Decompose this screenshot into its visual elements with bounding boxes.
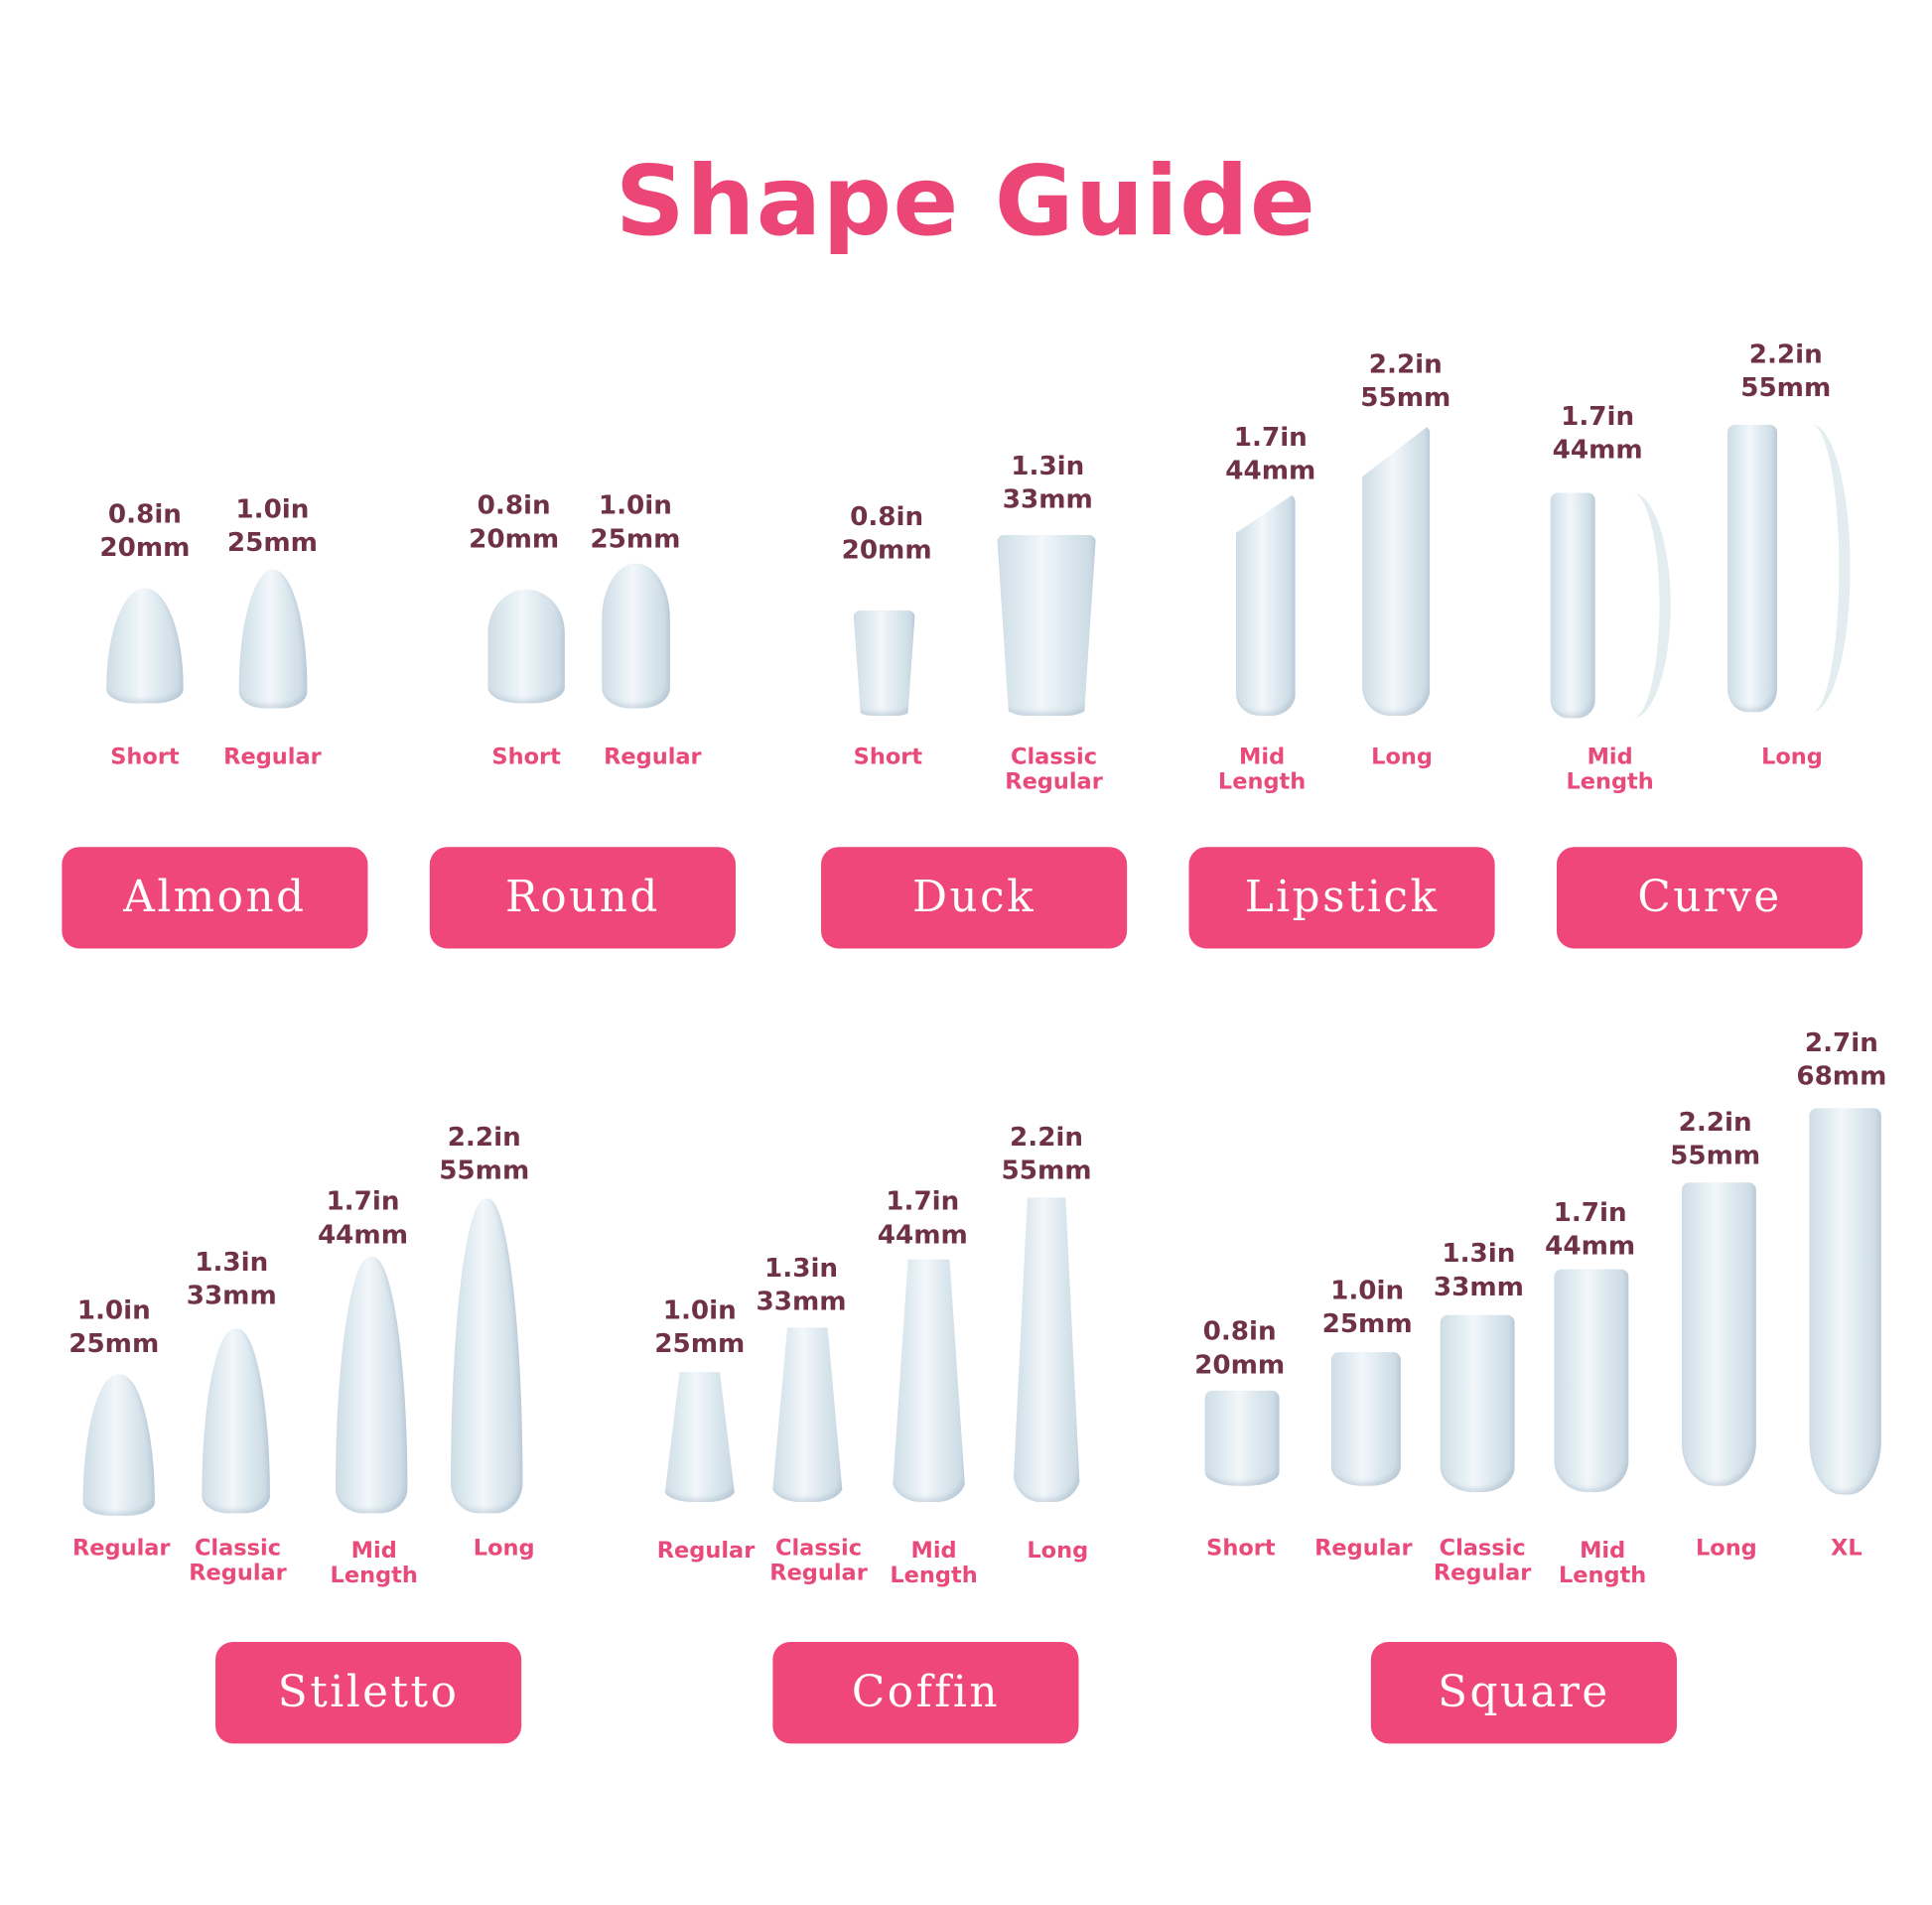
square-length-label: Long <box>1695 1535 1757 1562</box>
lipstick-length-label: Long <box>1371 744 1433 770</box>
coffin-nail-shape <box>663 1372 736 1503</box>
lipstick-size-label: 2.2in 55mm <box>1360 348 1451 413</box>
shape-button-curve[interactable]: Curve <box>1556 847 1863 949</box>
shape-button-lipstick[interactable]: Lipstick <box>1188 847 1495 949</box>
lipstick-nail-shape <box>1235 492 1296 716</box>
stiletto-size-label: 1.3in 33mm <box>186 1247 277 1310</box>
page-title: Shape Guide <box>615 146 1317 258</box>
round-size-label: 1.0in 25mm <box>590 489 681 554</box>
shape-button-coffin[interactable]: Coffin <box>772 1642 1079 1744</box>
curve-size-label: 2.2in 55mm <box>1740 339 1832 403</box>
stiletto-size-label: 2.2in 55mm <box>439 1122 530 1185</box>
lipstick-nail-shape <box>1361 424 1431 716</box>
stiletto-nail-shape <box>82 1374 155 1516</box>
stiletto-nail-shape <box>201 1328 270 1514</box>
square-length-label: XL <box>1831 1535 1863 1562</box>
square-length-label: Short <box>1206 1535 1276 1562</box>
coffin-size-label: 1.3in 33mm <box>756 1253 847 1316</box>
coffin-size-label: 1.0in 25mm <box>654 1294 746 1359</box>
round-nail-shape <box>601 563 670 709</box>
stiletto-nail-shape <box>336 1257 408 1514</box>
square-nail-shape <box>1809 1108 1881 1495</box>
coffin-nail-shape <box>1012 1197 1081 1503</box>
square-nail-shape <box>1330 1352 1401 1486</box>
round-length-label: Short <box>491 744 561 770</box>
coffin-length-label: Regular <box>656 1538 756 1565</box>
stiletto-length-label: Mid Length <box>330 1538 418 1589</box>
duck-length-label: Short <box>853 744 923 770</box>
curve-side-profile <box>1812 424 1851 713</box>
coffin-nail-shape <box>892 1259 966 1503</box>
stiletto-size-label: 1.7in 44mm <box>317 1186 409 1250</box>
almond-nail-shape <box>106 588 184 704</box>
square-nail-shape <box>1440 1314 1515 1493</box>
square-length-label: Mid Length <box>1558 1538 1647 1589</box>
round-nail-shape <box>487 589 565 704</box>
stiletto-length-label: Regular <box>71 1535 171 1562</box>
square-size-label: 2.7in 68mm <box>1796 1027 1887 1091</box>
shape-button-round[interactable]: Round <box>429 847 736 949</box>
duck-nail-shape <box>997 534 1096 716</box>
almond-nail-shape <box>238 569 307 709</box>
curve-nail-shape <box>1727 424 1778 713</box>
stiletto-size-label: 1.0in 25mm <box>69 1294 160 1359</box>
curve-length-label: Long <box>1761 744 1823 770</box>
coffin-length-label: Long <box>1027 1538 1089 1565</box>
shape-button-square[interactable]: Square <box>1370 1642 1677 1744</box>
curve-length-label: Mid Length <box>1566 744 1654 795</box>
square-nail-shape <box>1681 1182 1756 1486</box>
square-size-label: 1.7in 44mm <box>1545 1197 1636 1261</box>
duck-length-label: Classic Regular <box>1005 744 1103 795</box>
square-size-label: 0.8in 20mm <box>1194 1315 1286 1380</box>
coffin-length-label: Mid Length <box>890 1538 978 1589</box>
coffin-size-label: 2.2in 55mm <box>1001 1122 1092 1185</box>
square-size-label: 1.0in 25mm <box>1321 1275 1413 1339</box>
duck-size-label: 1.3in 33mm <box>1002 451 1093 514</box>
stiletto-nail-shape <box>451 1198 523 1514</box>
lipstick-length-label: Mid Length <box>1217 744 1307 795</box>
almond-length-label: Short <box>110 744 180 770</box>
lipstick-size-label: 1.7in 44mm <box>1225 422 1316 485</box>
square-length-label: Regular <box>1314 1535 1413 1562</box>
curve-size-label: 1.7in 44mm <box>1552 401 1643 465</box>
square-size-label: 1.3in 33mm <box>1433 1238 1524 1302</box>
coffin-nail-shape <box>771 1327 844 1503</box>
round-length-label: Regular <box>604 744 702 770</box>
almond-length-label: Regular <box>223 744 322 770</box>
shape-button-duck[interactable]: Duck <box>821 847 1128 949</box>
coffin-size-label: 1.7in 44mm <box>877 1186 968 1250</box>
shape-button-stiletto[interactable]: Stiletto <box>215 1642 522 1744</box>
curve-nail-shape <box>1550 492 1595 719</box>
coffin-length-label: Classic Regular <box>769 1535 868 1586</box>
square-nail-shape <box>1554 1269 1629 1493</box>
duck-size-label: 0.8in 20mm <box>841 501 932 565</box>
square-length-label: Classic Regular <box>1433 1535 1532 1586</box>
square-nail-shape <box>1204 1390 1280 1486</box>
square-size-label: 2.2in 55mm <box>1670 1107 1761 1170</box>
stiletto-length-label: Long <box>473 1535 535 1562</box>
duck-nail-shape <box>853 610 915 716</box>
curve-side-profile <box>1632 492 1671 719</box>
almond-size-label: 1.0in 25mm <box>226 493 318 558</box>
shape-button-almond[interactable]: Almond <box>62 847 368 949</box>
stiletto-length-label: Classic Regular <box>189 1535 287 1586</box>
round-size-label: 0.8in 20mm <box>469 489 560 554</box>
almond-size-label: 0.8in 20mm <box>99 498 191 563</box>
